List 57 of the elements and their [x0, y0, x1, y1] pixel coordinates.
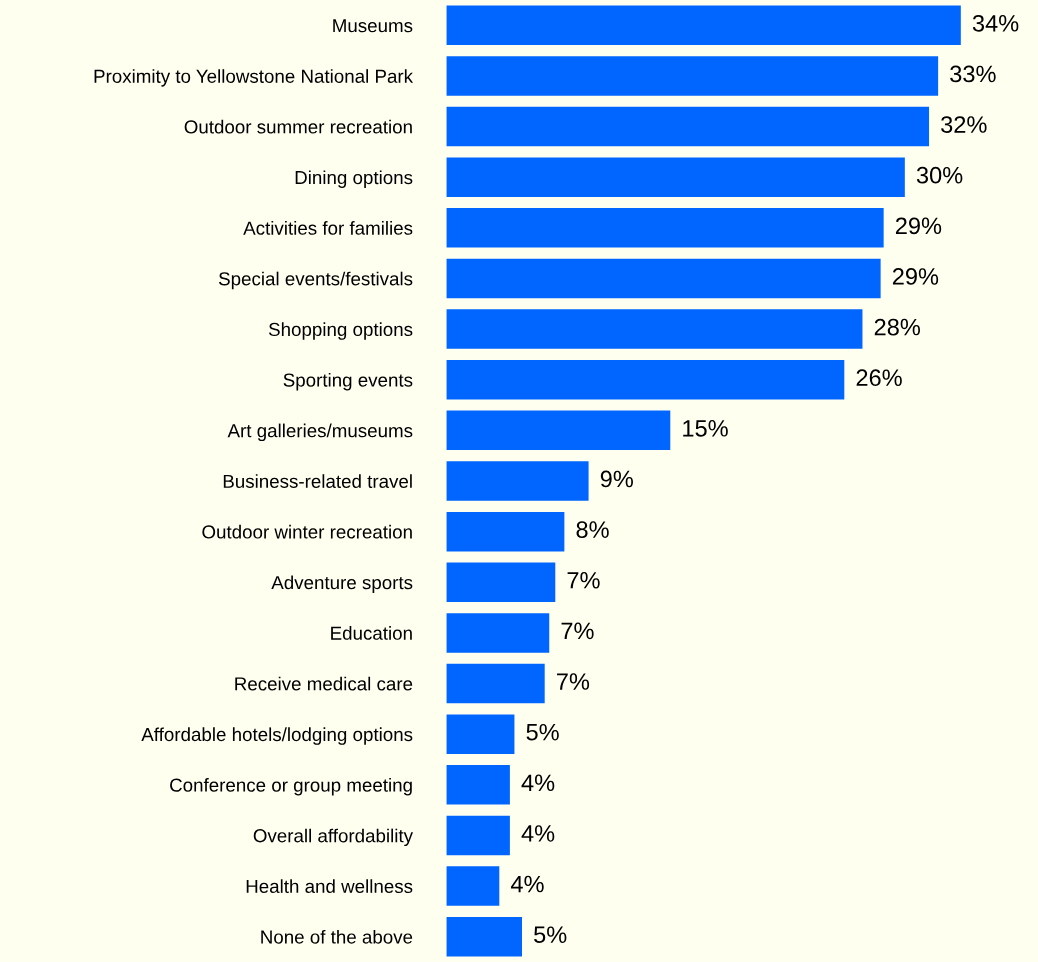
data-label: 4% [521, 774, 555, 792]
data-label: 34% [972, 14, 1019, 32]
bar [446, 714, 515, 754]
bar [446, 359, 845, 400]
bar [446, 208, 884, 248]
data-label: 7% [567, 571, 600, 589]
data-label: 5% [534, 926, 567, 944]
data-label: 28% [874, 318, 920, 336]
y-tick-label: Receive medical care [235, 676, 413, 691]
bar [446, 157, 905, 197]
bar [446, 258, 881, 299]
data-label: 32% [941, 116, 987, 133]
y-tick-label: Special events/festivals [218, 271, 413, 290]
data-label: 7% [561, 622, 594, 640]
y-tick-label: None of the above [261, 929, 413, 944]
y-tick-label: Conference or group meeting [170, 778, 412, 796]
y-tick-label: Outdoor winter recreation [202, 524, 412, 539]
y-tick-label: Proximity to Yellowstone National Park [94, 69, 414, 87]
data-label: 5% [526, 723, 559, 741]
y-tick-label: Museums [333, 19, 413, 33]
data-label: 33% [950, 65, 996, 83]
data-label: 29% [892, 268, 939, 285]
y-tick-label: Activities for families [243, 221, 413, 235]
y-tick-label: Art galleries/museums [227, 423, 413, 442]
y-tick-label: Affordable hotels/lodging options [141, 727, 413, 745]
bar [446, 56, 939, 96]
bar [446, 815, 510, 856]
bar [446, 5, 961, 46]
y-tick-label: Overall affordability [253, 828, 413, 847]
bar [446, 410, 671, 451]
data-label: 4% [521, 825, 555, 842]
bar [446, 663, 545, 704]
y-tick-label: Outdoor summer recreation [184, 119, 412, 134]
bar [446, 866, 500, 906]
data-label: 29% [895, 217, 942, 235]
y-tick-label: Health and wellness [246, 879, 413, 894]
data-label: 15% [683, 420, 728, 437]
bar [446, 613, 550, 653]
data-label: 26% [856, 369, 902, 387]
y-tick-label: Sporting events [283, 372, 413, 391]
y-tick-label: Adventure sports [271, 575, 413, 593]
bar [446, 765, 510, 805]
data-label: 30% [916, 166, 963, 184]
bar [446, 562, 556, 603]
data-label: 4% [510, 875, 544, 893]
y-tick-label: Business-related travel [223, 474, 412, 488]
y-tick-label: Shopping options [268, 322, 413, 340]
data-label: 8% [576, 521, 609, 538]
data-label: 7% [557, 673, 590, 690]
bar [446, 461, 589, 501]
data-label: 9% [600, 470, 633, 488]
bar [446, 511, 565, 552]
y-tick-label: Education [331, 626, 412, 640]
bar [446, 916, 522, 957]
bar [446, 106, 930, 147]
y-tick-label: Dining options [295, 170, 413, 188]
bar [446, 309, 863, 349]
